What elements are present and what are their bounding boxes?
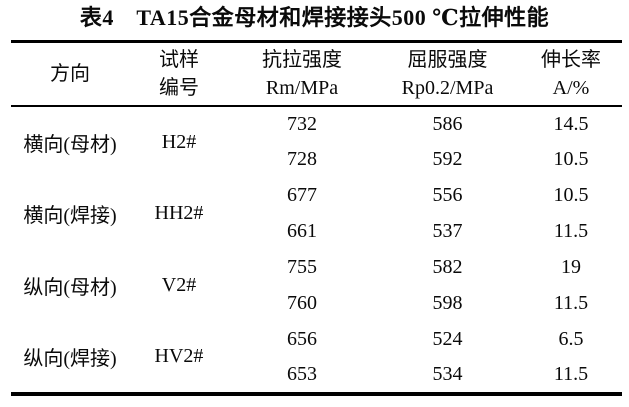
cell-yield-strength: 556 <box>432 184 463 206</box>
cell-specimen: HH2# <box>154 202 204 224</box>
table-row: 653 534 11.5 <box>11 358 622 394</box>
cell-elongation: 14.5 <box>553 112 589 135</box>
cell-direction: 横向(焊接) <box>23 205 117 227</box>
header-line: A/% <box>552 76 590 99</box>
cell-direction: 纵向(母材) <box>23 277 117 299</box>
header-line: 伸长率 <box>541 48 601 71</box>
col-header-specimen: 试样 编号 <box>129 41 229 107</box>
table-row: 纵向(母材) V2# 755 582 19 <box>11 250 622 299</box>
cell-tensile-strength: 656 <box>287 328 317 350</box>
header-line: 抗拉强度 <box>262 48 342 71</box>
header-row: 方向 试样 编号 抗拉强度 Rm/MPa 屈服强度 Rp0.2/MPa 伸长率 … <box>11 41 622 107</box>
table-row: 横向(母材) H2# 732 586 14.5 <box>11 106 622 156</box>
table-caption: 表4 TA15合金母材和焊接接头500 ℃拉伸性能 <box>79 5 550 30</box>
cell-tensile-strength: 661 <box>287 220 317 242</box>
cell-yield-strength: 524 <box>432 328 463 350</box>
cell-yield-strength: 592 <box>432 148 463 170</box>
cell-yield-strength: 537 <box>432 220 463 242</box>
cell-elongation: 10.5 <box>553 148 589 170</box>
cell-yield-strength: 534 <box>432 363 463 385</box>
cell-tensile-strength: 677 <box>287 184 317 206</box>
header-line: 试样 <box>159 48 199 71</box>
cell-direction: 横向(母材) <box>23 133 117 156</box>
cell-elongation: 6.5 <box>558 328 584 350</box>
col-header-tensile-strength: 抗拉强度 Rm/MPa <box>229 41 375 107</box>
header-line: 屈服强度 <box>407 48 488 71</box>
table-row: 760 598 11.5 <box>11 286 622 322</box>
cell-tensile-strength: 760 <box>287 292 317 314</box>
cell-tensile-strength: 653 <box>287 363 317 385</box>
cell-tensile-strength: 728 <box>287 148 317 170</box>
cell-tensile-strength: 755 <box>287 256 317 278</box>
cell-elongation: 11.5 <box>553 292 589 314</box>
cell-specimen: V2# <box>161 274 197 296</box>
cell-yield-strength: 586 <box>432 112 463 135</box>
cell-elongation: 19 <box>561 256 581 278</box>
cell-elongation: 10.5 <box>553 184 589 206</box>
cell-specimen: H2# <box>161 130 197 153</box>
table-row: 728 592 10.5 <box>11 142 622 178</box>
table-row: 661 537 11.5 <box>11 214 622 250</box>
col-header-direction: 方向 <box>11 41 129 107</box>
header-line: Rm/MPa <box>265 76 339 99</box>
header-line: 编号 <box>159 76 199 99</box>
header-line: 方向 <box>50 62 90 85</box>
table-row: 纵向(焊接) HV2# 656 524 6.5 <box>11 322 622 370</box>
cell-yield-strength: 598 <box>432 292 463 314</box>
cell-specimen: HV2# <box>154 345 204 367</box>
tensile-properties-table: 方向 试样 编号 抗拉强度 Rm/MPa 屈服强度 Rp0.2/MPa 伸长率 … <box>11 40 622 396</box>
cell-direction: 纵向(焊接) <box>23 348 117 370</box>
table-row: 横向(焊接) HH2# 677 556 10.5 <box>11 178 622 227</box>
cell-yield-strength: 582 <box>432 256 463 278</box>
col-header-yield-strength: 屈服强度 Rp0.2/MPa <box>375 41 520 107</box>
col-header-elongation: 伸长率 A/% <box>520 41 622 107</box>
cell-tensile-strength: 732 <box>287 112 317 135</box>
cell-elongation: 11.5 <box>553 220 589 242</box>
cell-elongation: 11.5 <box>553 363 589 385</box>
header-line: Rp0.2/MPa <box>401 76 494 99</box>
